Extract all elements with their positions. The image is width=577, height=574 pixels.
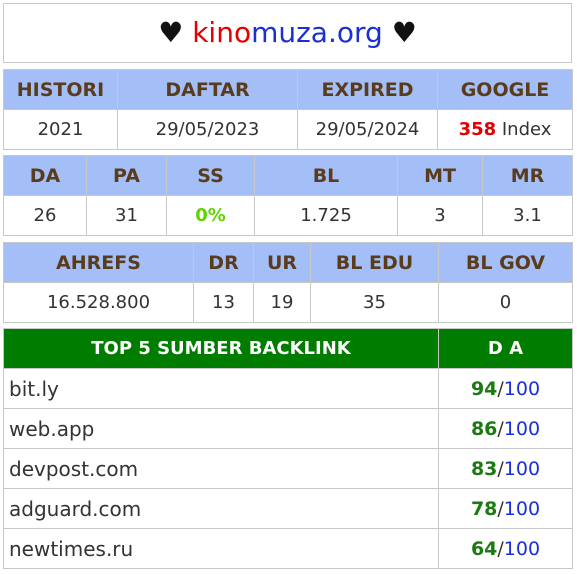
backlink-da: 94/100 (438, 368, 573, 409)
domain-name-part2: muza.org (251, 16, 383, 49)
ahrefs-value: 16.528.800 (3, 282, 194, 323)
domain-name-part1: kino (192, 16, 252, 49)
backlink-sources-table: TOP 5 SUMBER BACKLINK D A bit.ly 94/100 … (3, 328, 573, 569)
header-google: GOOGLE (437, 69, 573, 110)
backlink-site: bit.ly (3, 368, 439, 409)
header-daftar: DAFTAR (117, 69, 298, 110)
header-ss: SS (166, 155, 255, 196)
table-row: adguard.com 78/100 (3, 488, 573, 529)
pa-value: 31 (86, 195, 167, 236)
header-expired: EXPIRED (297, 69, 438, 110)
table-row: web.app 86/100 (3, 408, 573, 449)
header-dr: DR (193, 242, 254, 283)
site-title: ♥ kinomuza.org ♥ (3, 3, 572, 63)
backlink-site: devpost.com (3, 448, 439, 489)
heart-icon: ♥ (158, 16, 184, 49)
heart-icon: ♥ (391, 16, 417, 49)
google-index-count: 358 (458, 119, 497, 140)
header-ahrefs: AHREFS (3, 242, 194, 283)
header-backlink-da: D A (438, 328, 573, 369)
bl-value: 1.725 (254, 195, 398, 236)
histori-value: 2021 (3, 109, 118, 150)
ur-value: 19 (253, 282, 311, 323)
dr-value: 13 (193, 282, 254, 323)
table-row: bit.ly 94/100 (3, 368, 573, 409)
header-bl: BL (254, 155, 398, 196)
header-bl-gov: BL GOV (438, 242, 573, 283)
google-index-label: Index (501, 119, 552, 140)
header-histori: HISTORI (3, 69, 118, 110)
backlink-da: 64/100 (438, 528, 573, 569)
backlink-da: 86/100 (438, 408, 573, 449)
mr-value: 3.1 (482, 195, 573, 236)
backlink-da: 83/100 (438, 448, 573, 489)
google-index-value: 358 Index (437, 109, 573, 150)
header-pa: PA (86, 155, 167, 196)
expired-value: 29/05/2024 (297, 109, 438, 150)
daftar-value: 29/05/2023 (117, 109, 298, 150)
backlink-da: 78/100 (438, 488, 573, 529)
moz-metrics-table: DA PA SS BL MT MR 26 31 0% 1.725 3 3.1 (3, 155, 573, 236)
header-backlink-sources: TOP 5 SUMBER BACKLINK (3, 328, 439, 369)
header-ur: UR (253, 242, 311, 283)
mt-value: 3 (397, 195, 483, 236)
table-row: devpost.com 83/100 (3, 448, 573, 489)
backlink-site: adguard.com (3, 488, 439, 529)
backlink-site: newtimes.ru (3, 528, 439, 569)
da-value: 26 (3, 195, 87, 236)
domain-history-table: HISTORI DAFTAR EXPIRED GOOGLE 2021 29/05… (3, 69, 573, 150)
header-da: DA (3, 155, 87, 196)
header-mt: MT (397, 155, 483, 196)
backlink-site: web.app (3, 408, 439, 449)
header-mr: MR (482, 155, 573, 196)
header-bl-edu: BL EDU (310, 242, 439, 283)
table-row: newtimes.ru 64/100 (3, 528, 573, 569)
ss-value: 0% (166, 195, 255, 236)
bl-edu-value: 35 (310, 282, 439, 323)
ahrefs-metrics-table: AHREFS DR UR BL EDU BL GOV 16.528.800 13… (3, 242, 573, 323)
bl-gov-value: 0 (438, 282, 573, 323)
